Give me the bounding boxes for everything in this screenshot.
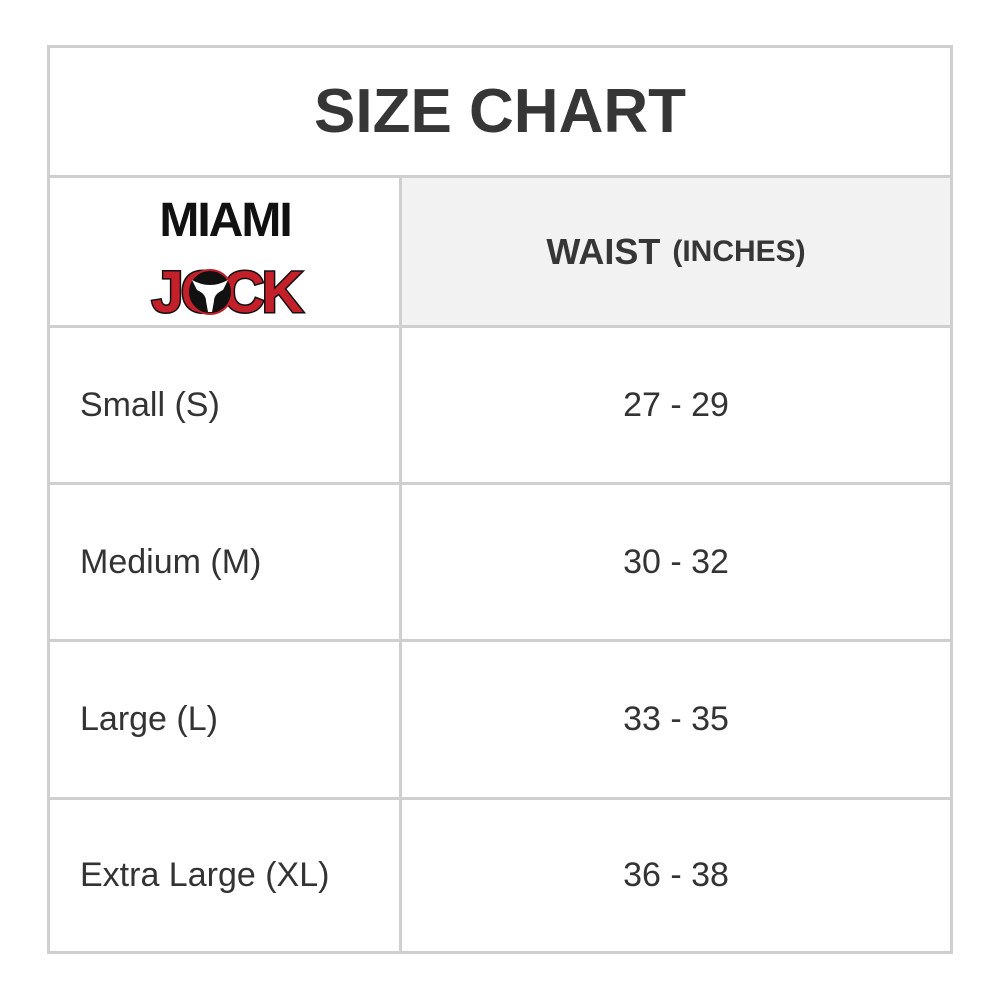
divider	[50, 639, 950, 642]
divider	[50, 325, 950, 328]
column-label: WAIST	[546, 230, 661, 272]
waist-value: 27 - 29	[623, 385, 729, 424]
size-label: Medium (M)	[80, 542, 262, 581]
waist-column-header: WAIST (INCHES)	[402, 178, 950, 325]
column-divider	[399, 178, 402, 951]
waist-value: 36 - 38	[623, 856, 729, 894]
divider	[50, 482, 950, 485]
waist-value: 33 - 35	[623, 700, 729, 738]
column-unit: (INCHES)	[672, 234, 806, 268]
size-chart-table: SIZE CHART MIAMI JOCK WAIST (INCHES) Sma…	[47, 45, 953, 954]
brand-logo: MIAMI JOCK	[100, 186, 350, 327]
divider	[50, 175, 950, 178]
chart-title: SIZE CHART	[314, 77, 686, 146]
size-label: Extra Large (XL)	[80, 856, 330, 894]
logo-line1: MIAMI	[159, 194, 290, 247]
waist-value: 30 - 32	[623, 542, 729, 581]
divider	[50, 797, 950, 800]
size-label: Small (S)	[80, 385, 220, 424]
size-label: Large (L)	[80, 700, 218, 738]
